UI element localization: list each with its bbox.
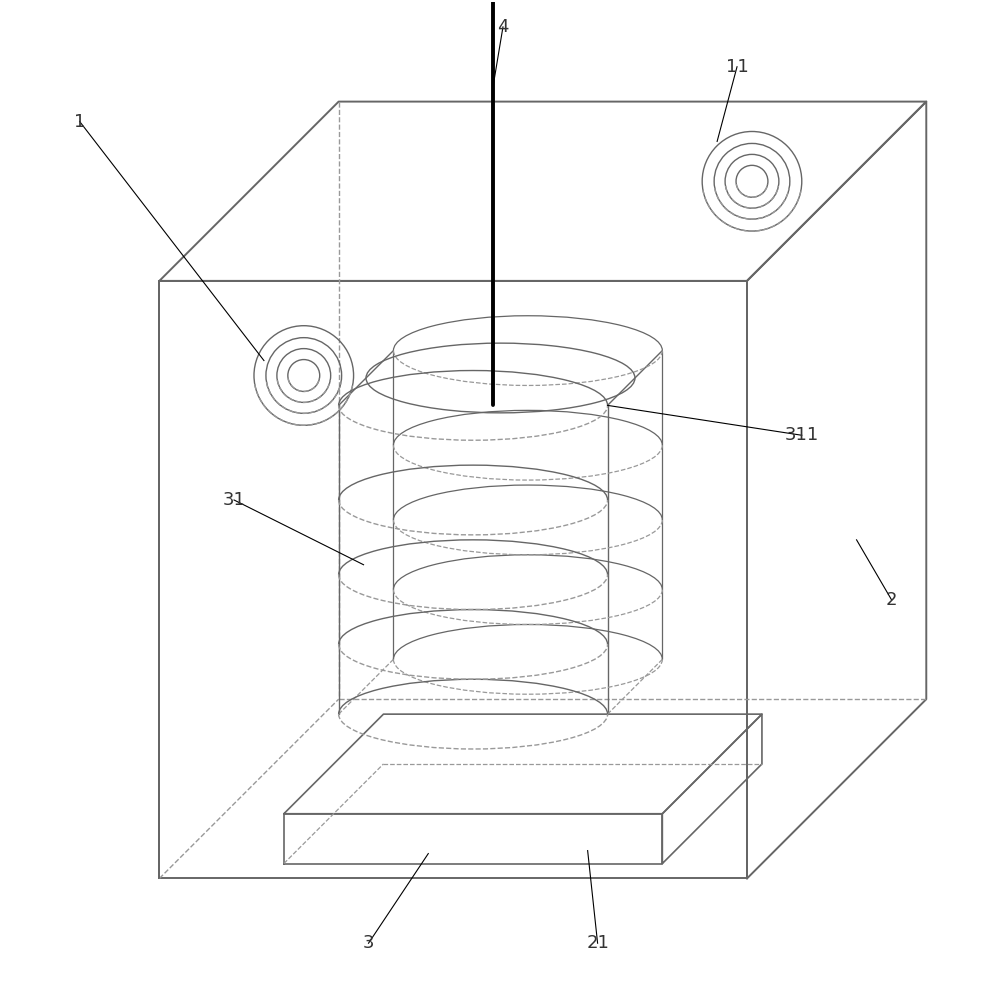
Text: 11: 11 (726, 58, 748, 76)
Text: 4: 4 (497, 18, 509, 36)
Text: 1: 1 (74, 113, 86, 131)
Text: 2: 2 (885, 591, 897, 609)
Text: 21: 21 (587, 934, 609, 952)
Text: 311: 311 (785, 426, 819, 444)
Text: 31: 31 (223, 491, 245, 509)
Text: 3: 3 (363, 934, 374, 952)
